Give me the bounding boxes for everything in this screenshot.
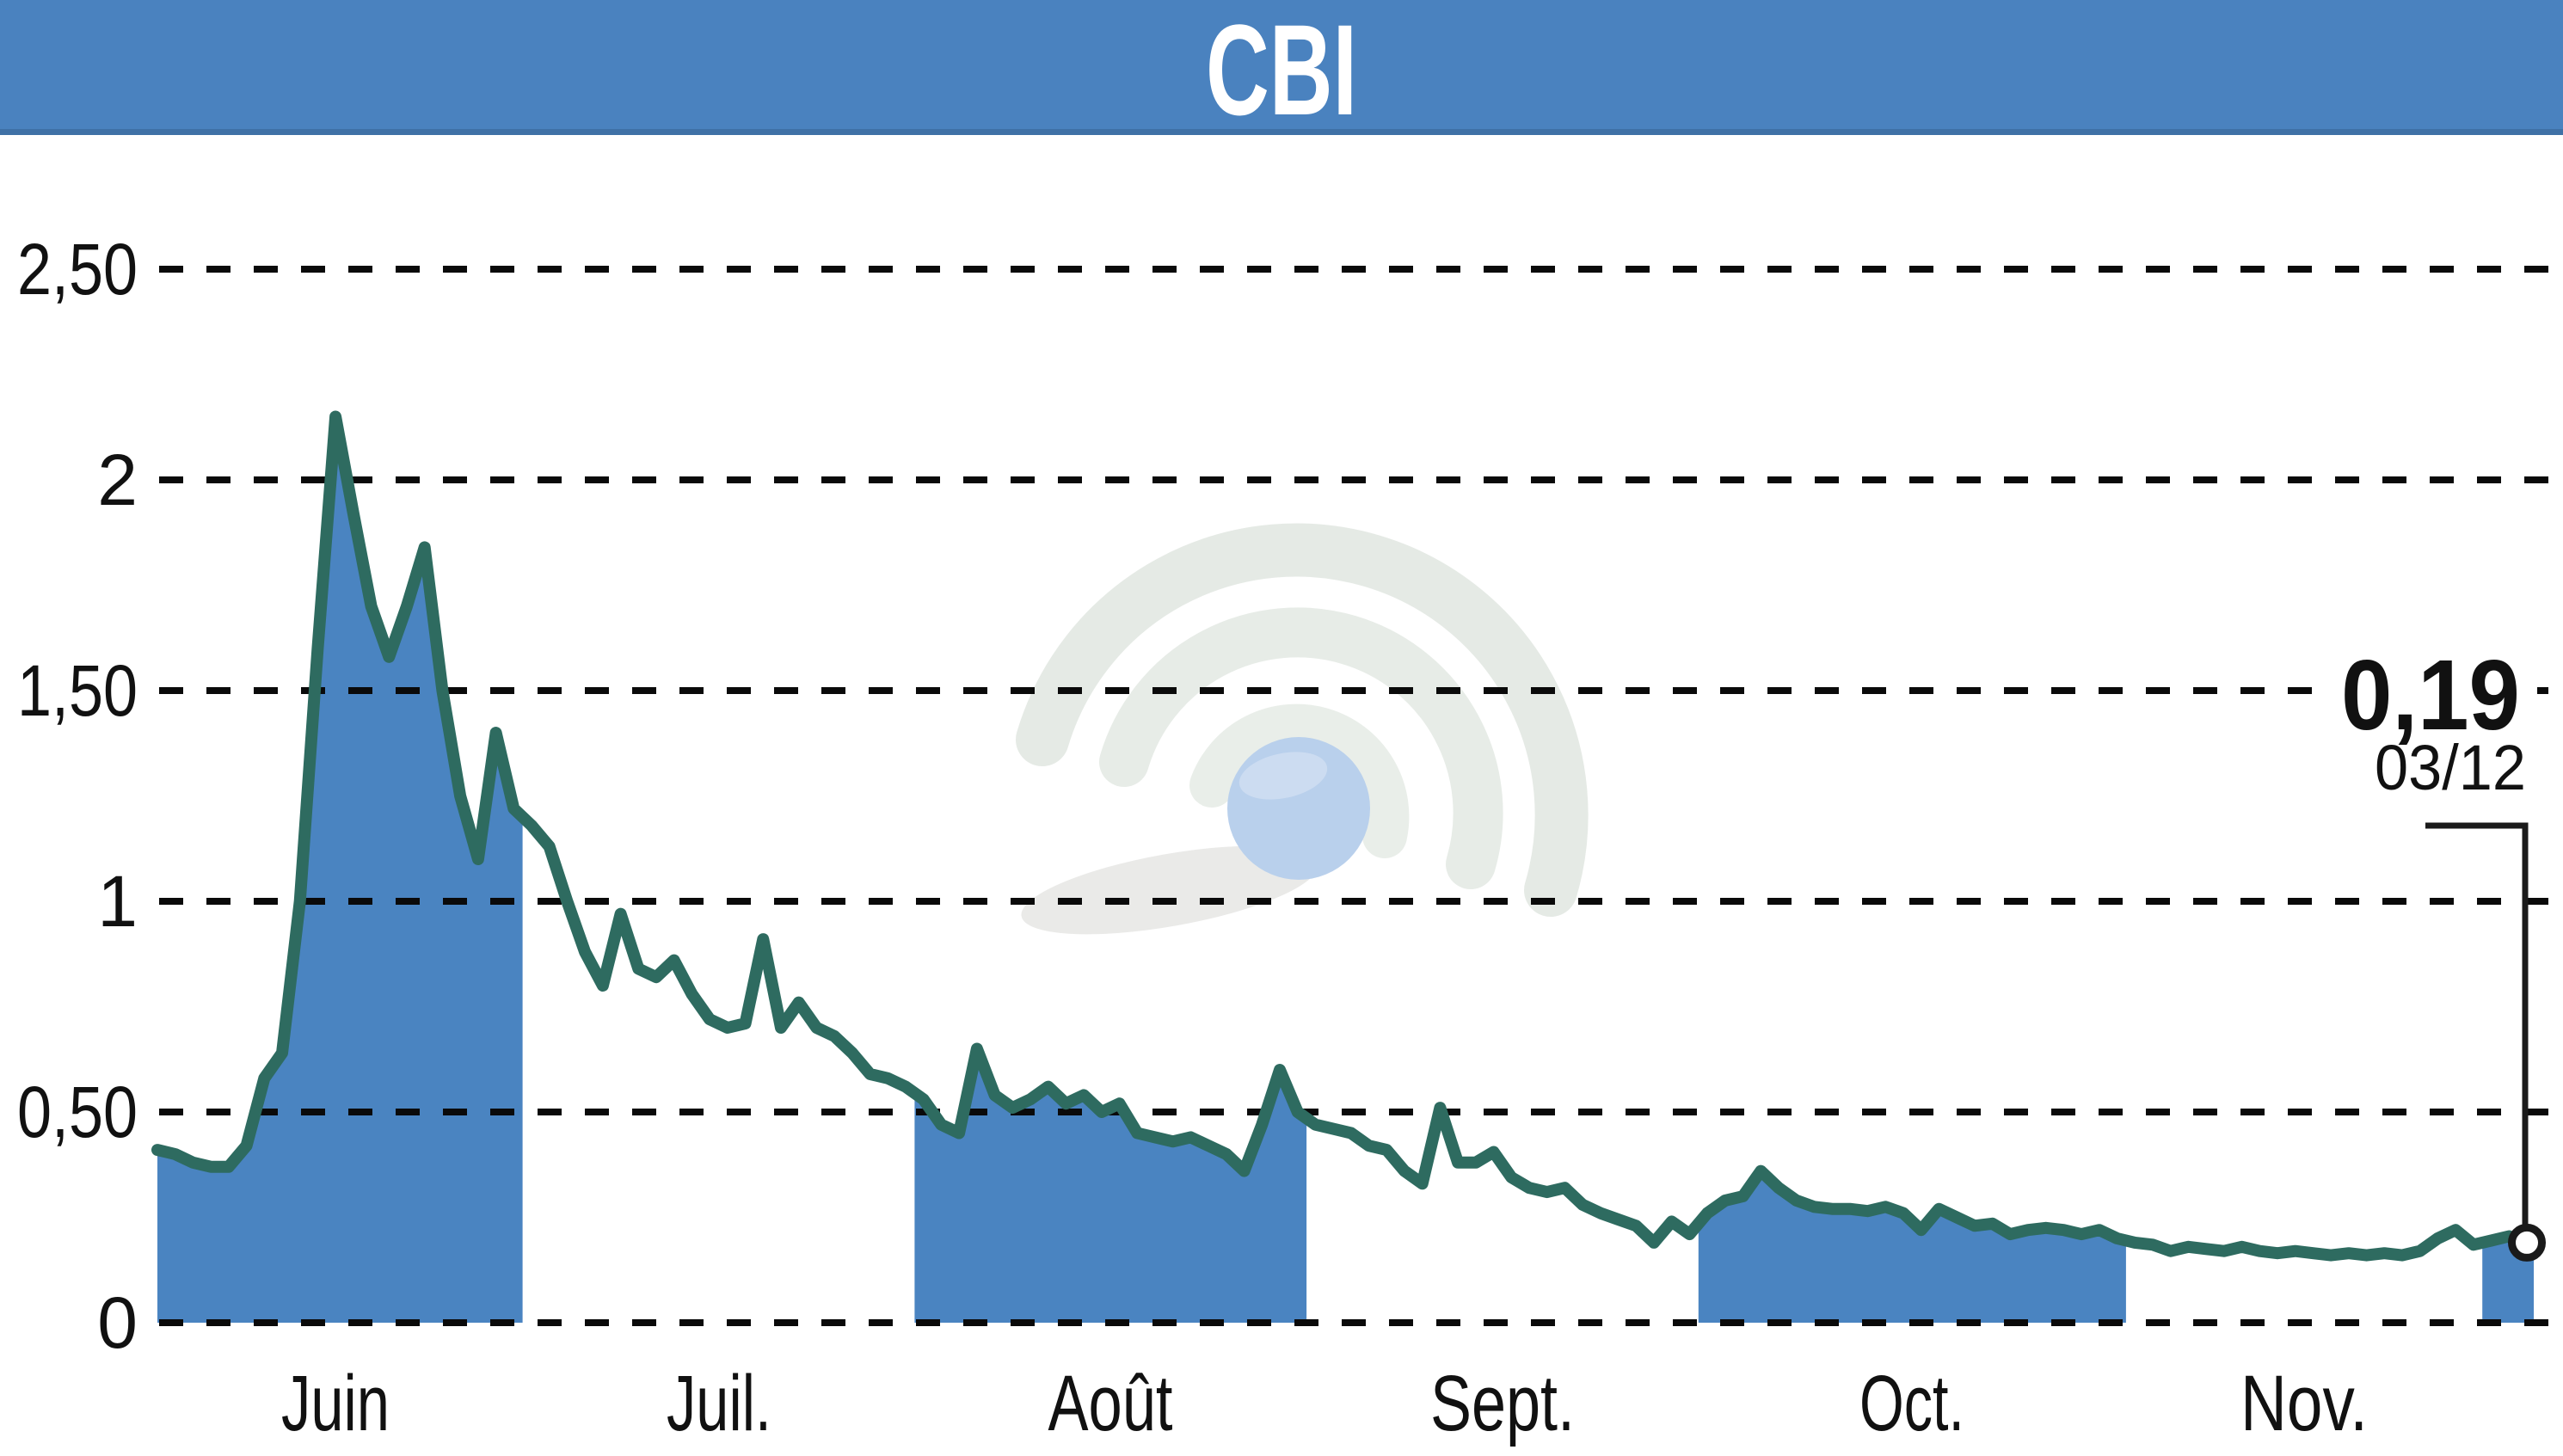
signal-arc-middle-icon [1099,607,1503,889]
price-line [151,410,2533,1262]
watermark-shadow [1021,845,1318,935]
x-axis-month-label: Août [1048,1360,1173,1447]
last-price-date: 03/12 [2375,732,2526,803]
chart-title: CBI [1206,0,1357,142]
month-fill-Juin [157,416,523,1323]
header-bar-edge [0,129,2563,135]
last-price-annotation: 0,19 03/12 [2333,639,2546,1262]
last-price-marker [2508,1223,2546,1262]
y-axis-tick-label: 2,50 [17,229,138,310]
y-axis-tick-label: 0 [97,1282,138,1363]
price-chart: 2,50 2 1,50 1 0,50 0 Juin Juil. Août Sept. Oct. Nov… [17,229,2556,1447]
x-axis-month-label: Juil. [667,1360,771,1447]
x-axis-month-label: Nov. [2240,1360,2368,1447]
month-fill-Août [914,1048,1307,1323]
month-fill-Oct. [1698,1170,2126,1323]
signal-arc-inner-icon [1189,703,1410,858]
header-bar [0,0,2563,129]
label-mask [2333,660,2537,738]
y-axis-tick-label: 2 [97,439,138,520]
last-price-label: 0,19 [2341,639,2520,751]
last-price-callout-line [2425,822,2529,1229]
y-axis-tick-label: 1 [97,861,138,942]
y-axis-tick-label: 0,50 [17,1072,138,1152]
signal-arc-outer-icon [1016,523,1589,917]
x-axis-month-label: Sept. [1430,1360,1575,1447]
x-axis-month-label: Oct. [1859,1360,1964,1447]
watermark-sphere-highlight [1238,752,1328,800]
watermark-logo [1016,523,1589,935]
x-axis-month-label: Juin [281,1360,390,1447]
y-axis-tick-label: 1,50 [17,650,138,731]
